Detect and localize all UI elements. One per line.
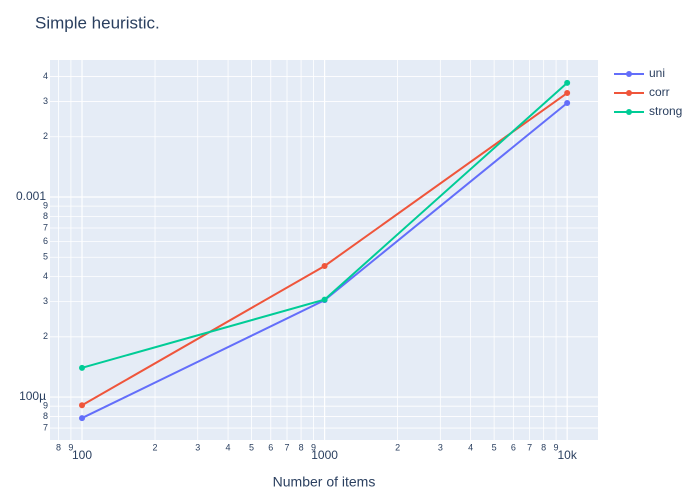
y-tick-label: 2 bbox=[43, 131, 48, 141]
x-tick-label: 6 bbox=[511, 442, 516, 452]
y-tick-label: 8 bbox=[43, 411, 48, 421]
x-tick-label: 4 bbox=[226, 442, 231, 452]
x-tick-label: 2 bbox=[153, 442, 158, 452]
y-tick-label: 7 bbox=[43, 422, 48, 432]
plot-area bbox=[50, 60, 598, 440]
legend-label: uni bbox=[649, 66, 665, 80]
x-tick-label: 7 bbox=[527, 442, 532, 452]
x-tick-label: 8 bbox=[541, 442, 546, 452]
series-marker bbox=[564, 90, 571, 97]
y-tick-label: 2 bbox=[43, 331, 48, 341]
series-marker bbox=[321, 296, 328, 303]
x-tick-label: 4 bbox=[468, 442, 473, 452]
x-tick-label: 9 bbox=[311, 442, 316, 452]
y-tick-label: 0.001 bbox=[16, 189, 46, 203]
x-tick-label: 8 bbox=[56, 442, 61, 452]
x-tick-label: 9 bbox=[68, 442, 73, 452]
legend-marker bbox=[626, 71, 632, 77]
x-tick-label: 5 bbox=[249, 442, 254, 452]
y-tick-label: 4 bbox=[43, 271, 48, 281]
series-marker bbox=[564, 100, 571, 107]
x-tick-label: 100 bbox=[72, 448, 92, 462]
y-tick-label: 9 bbox=[43, 201, 48, 211]
y-tick-label: 4 bbox=[43, 71, 48, 81]
x-tick-label: 10k bbox=[557, 448, 577, 462]
chart-title: Simple heuristic. bbox=[35, 13, 160, 32]
x-tick-label: 6 bbox=[268, 442, 273, 452]
series-marker bbox=[79, 364, 86, 371]
series-marker bbox=[564, 79, 571, 86]
x-tick-label: 2 bbox=[395, 442, 400, 452]
series-marker bbox=[321, 262, 328, 269]
x-tick-label: 9 bbox=[554, 442, 559, 452]
legend-label: corr bbox=[649, 85, 670, 99]
y-tick-label: 3 bbox=[43, 96, 48, 106]
x-tick-label: 5 bbox=[492, 442, 497, 452]
x-tick-label: 3 bbox=[195, 442, 200, 452]
y-tick-label: 100µ bbox=[19, 389, 46, 403]
x-tick-label: 7 bbox=[285, 442, 290, 452]
legend-marker bbox=[626, 90, 632, 96]
y-tick-label: 8 bbox=[43, 211, 48, 221]
legend-marker bbox=[626, 109, 632, 115]
x-tick-label: 1000 bbox=[311, 448, 338, 462]
y-tick-label: 3 bbox=[43, 296, 48, 306]
series-marker bbox=[79, 415, 86, 422]
x-tick-label: 8 bbox=[299, 442, 304, 452]
x-tick-label: 3 bbox=[438, 442, 443, 452]
y-tick-label: 6 bbox=[43, 236, 48, 246]
y-tick-label: 5 bbox=[43, 252, 48, 262]
y-tick-label: 7 bbox=[43, 222, 48, 232]
series-marker bbox=[79, 402, 86, 409]
legend-label: strong bbox=[649, 104, 682, 118]
x-axis-title: Number of items bbox=[273, 474, 376, 490]
y-tick-label: 9 bbox=[43, 401, 48, 411]
